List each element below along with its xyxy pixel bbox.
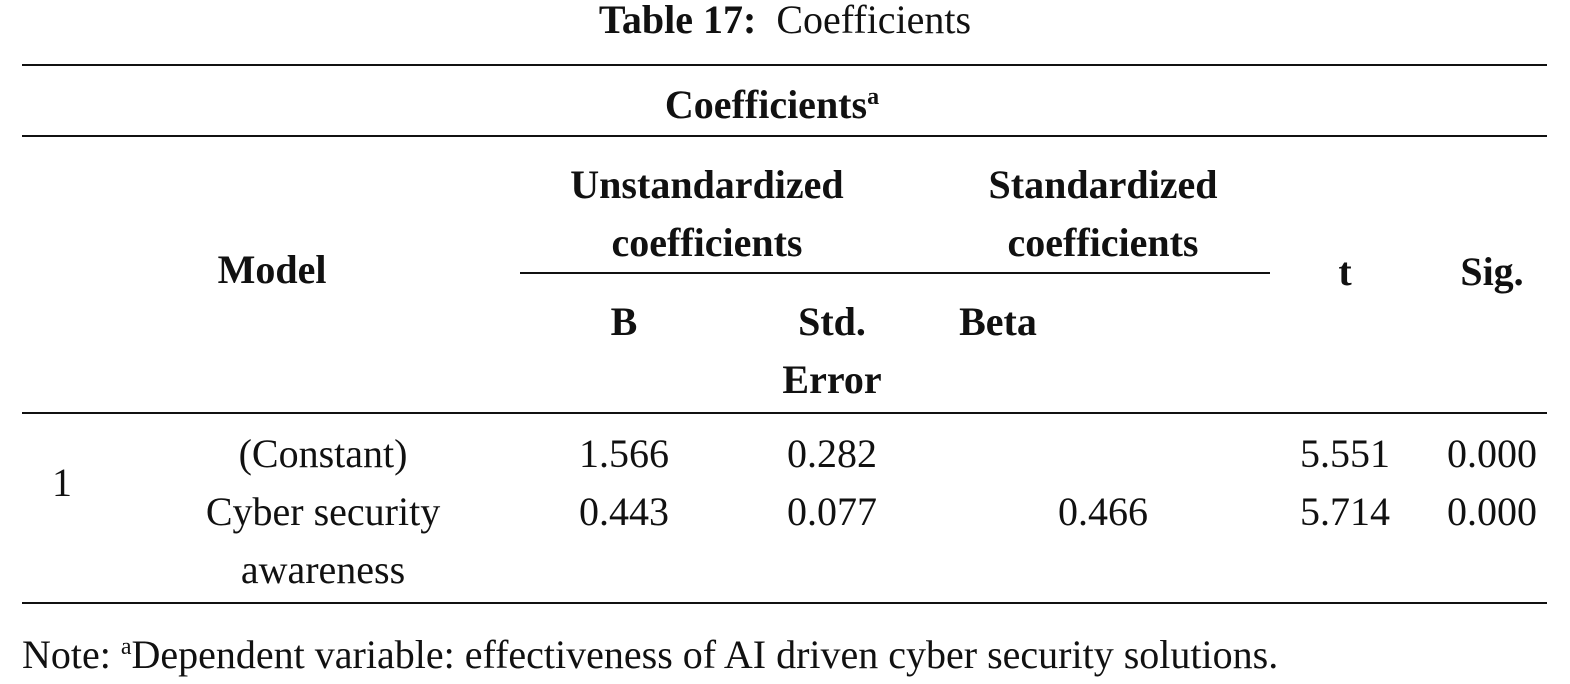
cell: 0.000 (1447, 489, 1537, 534)
note-text: Dependent variable: effectiveness of AI … (131, 632, 1279, 677)
header-cell: Model (217, 247, 327, 292)
note: Note: aDependent variable: effectiveness… (22, 626, 1278, 684)
header-cell: Std. Error (782, 299, 882, 402)
cell: 5.551 (1300, 431, 1390, 476)
cell: (Constant) (238, 431, 408, 476)
cell: Cyber security awareness (205, 489, 441, 592)
title-label: Table 17: (598, 0, 757, 42)
note-prefix: Note: (22, 632, 111, 677)
header-cell: Beta (959, 299, 1037, 344)
cell: 0.466 (1058, 489, 1148, 534)
header-cell: Unstandardized coefficients (570, 162, 844, 265)
title-text: Coefficients (776, 0, 972, 42)
rule (22, 412, 1547, 414)
header-cell: Standardized coefficients (988, 162, 1218, 265)
caption-text: Coefficients (664, 82, 868, 127)
cell: 0.282 (787, 431, 877, 476)
note-marker: a (120, 634, 132, 660)
rule (22, 602, 1547, 604)
cell: 0.443 (579, 489, 669, 534)
model-number: 1 (52, 460, 72, 505)
cell: 5.714 (1300, 489, 1390, 534)
header-cell: Sig. (1460, 249, 1524, 294)
rule (22, 64, 1547, 66)
header-cell: t (1338, 249, 1352, 294)
caption-marker: a (867, 84, 880, 110)
caption: Coefficientsa (665, 76, 879, 134)
cell: 0.077 (787, 489, 877, 534)
table-title: Table 17: Coefficients (599, 0, 971, 49)
rule (520, 272, 1270, 274)
cell: 0.000 (1447, 431, 1537, 476)
header-cell: B (610, 299, 638, 344)
rule (22, 135, 1547, 137)
cell: 1.566 (579, 431, 669, 476)
